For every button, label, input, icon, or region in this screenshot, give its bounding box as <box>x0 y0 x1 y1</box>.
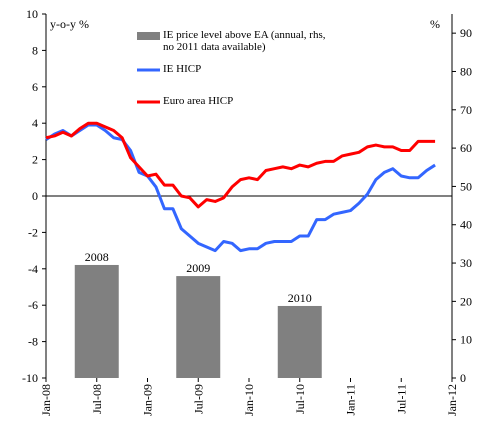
y-tick-label: 0 <box>32 189 38 203</box>
x-tick-label: Jan-12 <box>445 384 459 416</box>
y-tick-label: 4 <box>32 116 38 130</box>
x-tick-label: Jan-08 <box>39 384 53 416</box>
x-tick-label: Jul-10 <box>293 384 307 414</box>
y-tick-label: -10 <box>22 371 38 385</box>
x-tick-label: Jan-09 <box>141 384 155 416</box>
y-tick-label: -6 <box>28 298 38 312</box>
line <box>45 123 436 253</box>
y-tick-label: 10 <box>26 7 38 21</box>
legend-label: IE price level above EA (annual, rhs, no… <box>163 29 326 53</box>
y-tick-label: 6 <box>32 80 38 94</box>
legend-swatch <box>137 32 160 40</box>
bar <box>74 264 119 378</box>
x-tick-label: Jan-10 <box>242 384 256 416</box>
x-tick-label: Jul-09 <box>191 384 205 414</box>
y2-tick-label: 40 <box>460 218 472 232</box>
y2-tick-label: 70 <box>460 103 472 117</box>
legend-label: IE HICP <box>163 63 202 75</box>
bar-label: 2009 <box>186 261 210 275</box>
legend-entry: Euro area HICP <box>163 95 234 107</box>
line <box>45 121 436 209</box>
legend-entry: IE price level above EA (annual, rhs, no… <box>163 29 326 53</box>
y-tick-label: -8 <box>28 335 38 349</box>
y-tick-label: 2 <box>32 153 38 167</box>
bar-label: 2010 <box>288 291 312 305</box>
x-tick-label: Jul-08 <box>90 384 104 414</box>
y-tick-label: 8 <box>32 43 38 57</box>
x-tick-label: Jan-11 <box>344 384 358 416</box>
y-tick-label: -2 <box>28 225 38 239</box>
y2-tick-label: 0 <box>460 371 466 385</box>
y2-tick-label: 60 <box>460 141 472 155</box>
y2-tick-label: 20 <box>460 294 472 308</box>
y-axis-label: y-o-y % <box>50 17 89 31</box>
bar <box>176 276 221 378</box>
legend-entry: IE HICP <box>163 63 202 75</box>
y2-tick-label: 30 <box>460 256 472 270</box>
bar <box>277 305 322 378</box>
y-tick-label: -4 <box>28 262 38 276</box>
y2-tick-label: 10 <box>460 333 472 347</box>
y2-tick-label: 50 <box>460 179 472 193</box>
bar-label: 2008 <box>85 250 109 264</box>
x-tick-label: Jul-11 <box>394 384 408 414</box>
y2-axis-label: % <box>430 17 440 31</box>
y2-tick-label: 80 <box>460 64 472 78</box>
legend-label: Euro area HICP <box>163 95 234 107</box>
y2-tick-label: 90 <box>460 26 472 40</box>
